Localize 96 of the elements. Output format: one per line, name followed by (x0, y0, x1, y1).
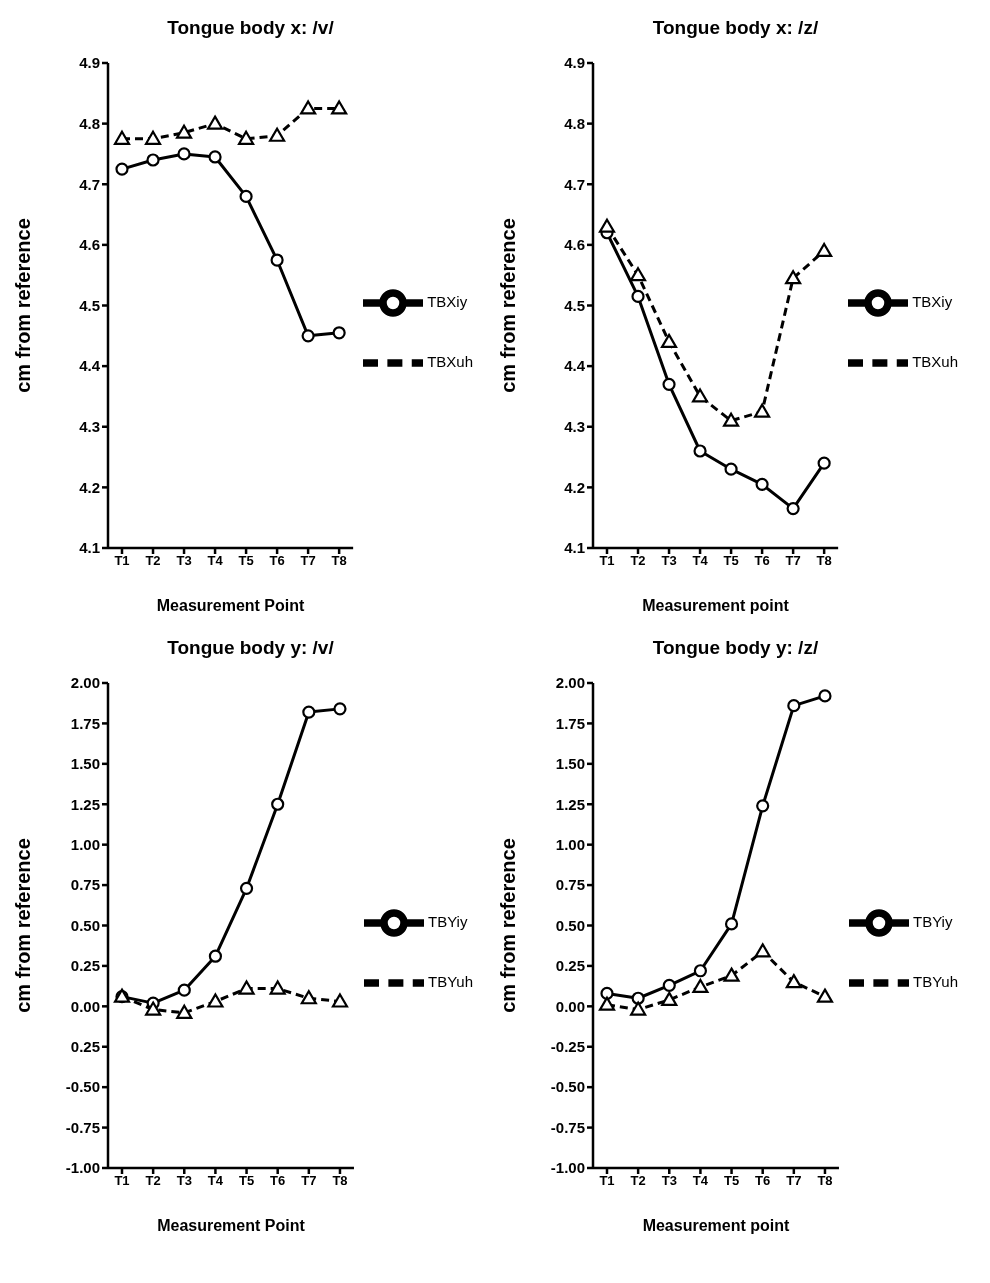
y-tick-label: 1.75 (555, 714, 585, 732)
x-tick-label: T1 (599, 1173, 615, 1189)
y-axis-title: cm from reference (497, 218, 520, 393)
x-tick-label: T4 (207, 553, 224, 569)
y-axis-title: cm from reference (497, 838, 520, 1013)
legend-label: TBYiy (427, 912, 468, 930)
x-tick-label: T3 (176, 1173, 192, 1189)
x-tick-label: T7 (785, 553, 801, 569)
x-tick-label: T6 (269, 553, 285, 569)
x-axis-title: Measurement point (642, 597, 790, 615)
x-tick-label: T5 (723, 1173, 740, 1189)
y-tick-label: 0.25 (555, 957, 585, 975)
legend-label: TBXiy (912, 292, 953, 310)
y-tick-label: 1.50 (555, 755, 585, 773)
y-tick-label: 4.9 (79, 54, 100, 72)
x-tick-label: T3 (176, 553, 192, 569)
x-tick-label: T6 (754, 553, 770, 569)
y-tick-label: 0.75 (70, 876, 100, 894)
y-tick-label: -0.50 (550, 1078, 585, 1096)
y-tick-label: -0.50 (65, 1078, 100, 1096)
x-tick-label: T8 (332, 1173, 348, 1189)
x-tick-label: T1 (114, 553, 130, 569)
y-tick-label: -0.25 (550, 1038, 585, 1056)
y-tick-label: 4.8 (564, 114, 585, 132)
y-axis-title: cm from reference (12, 218, 35, 393)
y-tick-label: 4.8 (79, 114, 100, 132)
y-tick-label: 1.00 (555, 835, 585, 853)
y-tick-label: 4.2 (79, 478, 100, 496)
y-tick-label: -1.00 (65, 1159, 100, 1177)
x-tick-label: T8 (817, 1173, 833, 1189)
y-tick-label: 4.7 (564, 175, 585, 193)
chart-title: Tongue body x: /v/ (166, 16, 335, 40)
x-tick-label: T2 (145, 553, 161, 569)
legend-label: TBYuh (427, 972, 473, 990)
x-tick-label: T2 (630, 1173, 646, 1189)
chart-title: Tongue body x: /z/ (651, 16, 820, 40)
y-tick-label: 4.6 (79, 236, 100, 254)
y-tick-label: 4.5 (79, 296, 100, 314)
y-tick-label: 0.50 (555, 916, 585, 934)
x-tick-label: T1 (114, 1173, 130, 1189)
y-tick-label: 0.00 (70, 997, 100, 1015)
x-tick-label: T4 (692, 1173, 709, 1189)
y-tick-label: 1.25 (70, 795, 100, 813)
y-tick-label: 0.75 (555, 876, 585, 894)
x-tick-label: T6 (270, 1173, 286, 1189)
legend-label: TBXiy (427, 292, 468, 310)
y-tick-label: 4.2 (564, 478, 585, 496)
y-tick-label: 1.00 (70, 835, 100, 853)
chart-title: Tongue body y: /v/ (166, 636, 335, 660)
x-tick-label: T6 (755, 1173, 771, 1189)
x-tick-label: T3 (661, 1173, 677, 1189)
legend-label: TBXuh (427, 352, 473, 370)
x-tick-label: T5 (723, 553, 739, 569)
x-tick-label: T8 (331, 553, 347, 569)
y-tick-label: 1.50 (70, 755, 100, 773)
x-tick-label: T5 (238, 553, 254, 569)
legend-label: TBYuh (912, 972, 958, 990)
y-tick-label: -0.75 (65, 1118, 100, 1136)
chart-title: Tongue body y: /z/ (651, 636, 820, 660)
x-tick-label: T7 (786, 1173, 802, 1189)
y-tick-label: 2.00 (555, 674, 585, 692)
y-tick-label: -0.75 (550, 1118, 585, 1136)
y-tick-label: 4.3 (564, 418, 585, 436)
x-tick-label: T4 (207, 1173, 224, 1189)
x-tick-label: T7 (300, 553, 316, 569)
y-tick-label: 4.9 (564, 54, 585, 72)
y-tick-label: 0.50 (70, 916, 100, 934)
y-tick-label: 4.4 (79, 357, 101, 375)
x-tick-label: T4 (692, 553, 709, 569)
y-tick-label: 4.5 (564, 296, 585, 314)
y-tick-label: 4.7 (79, 175, 100, 193)
x-tick-label: T7 (301, 1173, 317, 1189)
y-tick-label: 0.25 (70, 1038, 100, 1056)
y-axis-title: cm from reference (12, 838, 35, 1013)
x-axis-title: Measurement Point (157, 1217, 306, 1235)
y-tick-label: 4.1 (564, 539, 585, 557)
x-axis-title: Measurement Point (156, 597, 306, 615)
y-tick-label: 0.00 (555, 997, 585, 1015)
y-tick-label: 2.00 (70, 674, 100, 692)
x-tick-label: T1 (599, 553, 615, 569)
x-tick-label: T2 (630, 553, 646, 569)
y-tick-label: -1.00 (550, 1159, 585, 1177)
legend-label: TBXuh (912, 352, 958, 370)
x-tick-label: T8 (816, 553, 832, 569)
y-tick-label: 4.4 (564, 357, 586, 375)
x-tick-label: T5 (238, 1173, 255, 1189)
y-tick-label: 4.3 (79, 418, 100, 436)
y-tick-label: 4.6 (564, 236, 585, 254)
y-tick-label: 4.1 (79, 539, 100, 557)
y-tick-label: 0.25 (70, 957, 100, 975)
y-tick-label: 1.75 (70, 714, 100, 732)
x-tick-label: T2 (145, 1173, 161, 1189)
x-axis-title: Measurement point (642, 1217, 790, 1235)
y-tick-label: 1.25 (555, 795, 585, 813)
legend-label: TBYiy (912, 912, 953, 930)
x-tick-label: T3 (661, 553, 677, 569)
